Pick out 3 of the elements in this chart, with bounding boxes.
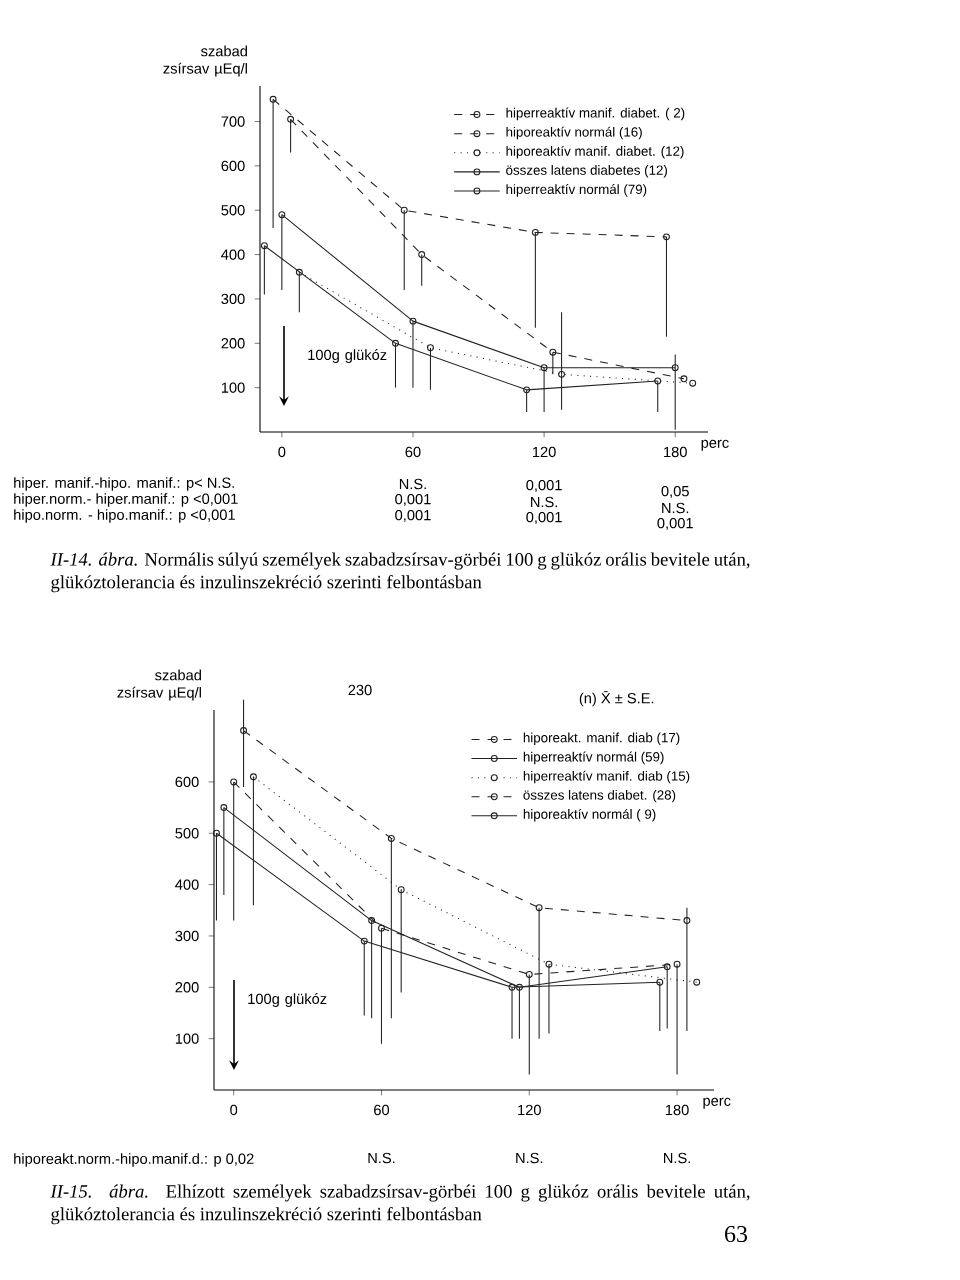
text: 63 bbox=[725, 1225, 748, 1243]
text: II-15. ábra. Elhízott személyek szabadzsírsav-görbéi 100 g glükóz orális bevitele után, glükóztolerancia és inzulinszekréció szerinti felbontásban bbox=[50, 1184, 750, 1225]
text: II-14. ábra. Normális súlyú személyek szabadzsírsav-görbéi 100 g glükóz orális bevitele után, glükóztolerancia és inzulinszekréció szerinti felbontásban bbox=[50, 552, 750, 593]
